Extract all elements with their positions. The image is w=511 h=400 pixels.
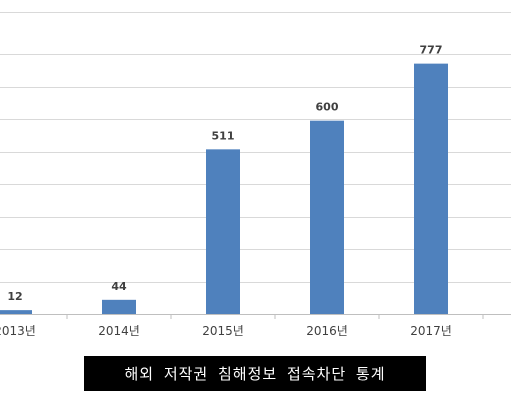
data-label: 511 xyxy=(212,129,235,142)
caption-bar: 해외 저작권 침해정보 접속차단 통계 xyxy=(84,356,426,391)
bar-series xyxy=(0,63,448,315)
bar-2013년 xyxy=(0,310,32,314)
gridlines xyxy=(0,12,511,315)
data-labels: 12 44 511 600 777 xyxy=(7,44,443,303)
bar-chart: 12 44 511 600 777 2013년 2014년 2015년 2016년 2017년 xyxy=(0,12,511,338)
x-tick-label: 2016년 xyxy=(306,324,348,338)
x-tick-label: 2014년 xyxy=(98,324,140,338)
bar-2015년 xyxy=(206,149,240,314)
x-tick-label: 2013년 xyxy=(0,324,36,338)
data-label: 12 xyxy=(7,290,22,303)
data-label: 44 xyxy=(111,280,127,293)
x-axis-ticks: 2013년 2014년 2015년 2016년 2017년 xyxy=(0,314,484,338)
bar-2014년 xyxy=(102,299,136,314)
x-tick-label: 2017년 xyxy=(410,324,452,338)
bar-2017년 xyxy=(414,63,448,315)
x-tick-label: 2015년 xyxy=(202,324,244,338)
bar-2016년 xyxy=(310,120,344,315)
caption-text: 해외 저작권 침해정보 접속차단 통계 xyxy=(124,365,386,383)
data-label: 777 xyxy=(420,44,443,57)
data-label: 600 xyxy=(316,101,339,114)
